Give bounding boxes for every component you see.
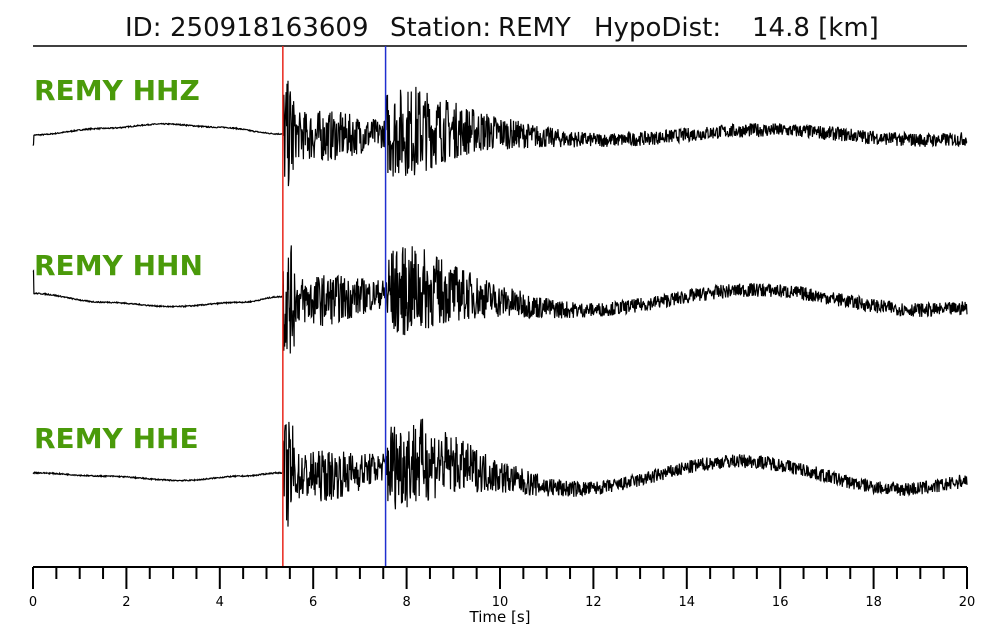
phase-picks: [282, 46, 387, 567]
tick-label: 8: [402, 595, 410, 610]
tick-label: 16: [772, 595, 789, 610]
tick-label: 6: [309, 595, 317, 610]
trace-remy-hhn: [32, 245, 968, 354]
tick-label: 18: [865, 595, 882, 610]
tick-label: 0: [29, 595, 37, 610]
tick-label: 12: [585, 595, 602, 610]
plot-title: ID: 250918163609 Station: REMY HypoDist:…: [125, 13, 879, 43]
event-id-label: ID:: [125, 13, 161, 43]
tick-label: 14: [679, 595, 696, 610]
trace-label-remy-hhn: REMY HHN: [34, 249, 203, 282]
trace-remy-hhz: [32, 80, 968, 187]
trace-group: [32, 80, 968, 527]
tick-label: 20: [959, 595, 976, 610]
tick-label: 4: [216, 595, 224, 610]
station-value: REMY: [498, 13, 571, 43]
tick-label: 10: [492, 595, 509, 610]
trace-labels: REMY HHZ REMY HHN REMY HHE: [34, 74, 203, 455]
event-id-value: 250918163609: [170, 13, 369, 43]
trace-label-remy-hhe: REMY HHE: [34, 422, 199, 455]
x-axis-label: Time [s]: [469, 608, 531, 626]
hypodist-label: HypoDist:: [594, 13, 721, 43]
trace-remy-hhe: [32, 418, 968, 527]
hypodist-value: 14.8 [km]: [752, 13, 879, 43]
station-label: Station:: [390, 13, 491, 43]
time-axis: 0 2 4 6 8 10 12 14 16 18 20 Time [s]: [29, 566, 976, 626]
trace-label-remy-hhz: REMY HHZ: [34, 74, 200, 107]
tick-label: 2: [122, 595, 130, 610]
